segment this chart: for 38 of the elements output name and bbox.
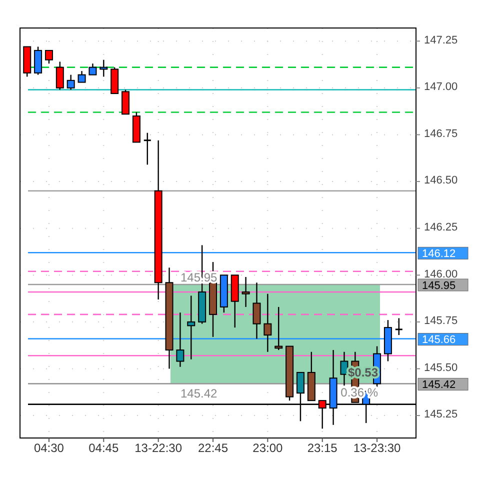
candlestick [78,70,86,83]
ref-line-label: 145.66 [422,334,456,346]
candlestick [44,50,53,64]
y-tick-label: 146.75 [424,128,458,140]
candlestick [264,293,272,352]
y-tick-label: 146.25 [424,222,458,234]
y-tick-label: 147.25 [424,34,458,46]
x-tick-label: 22:45 [198,441,228,455]
y-tick-label: 145.25 [424,408,458,421]
y-tick-label: 147.00 [424,81,458,94]
candlestick [242,276,250,308]
candlestick [176,312,184,368]
candlestick [252,282,261,340]
x-tick-label: 04:30 [34,441,64,455]
candlestick [100,59,108,78]
ref-line-label: 146.12 [422,248,456,260]
candlestick [34,46,42,76]
ref-line-label: 145.42 [422,379,456,392]
y-tick-label: 145.50 [424,362,458,374]
y-tick-label: 145.75 [424,315,458,328]
candlestick [56,61,64,90]
x-tick-label: 23:15 [307,441,338,455]
candlestick [187,295,196,360]
annotation: 145.42 [180,386,218,401]
candlestick [122,89,130,115]
candlestick [88,62,97,76]
y-tick-label: 146.50 [424,174,458,187]
x-tick-label: 13-23:30 [353,441,402,455]
ref-line-label: 145.95 [422,280,456,292]
x-tick-label: 23:00 [252,441,284,455]
candlestick [394,318,404,336]
y-tick-label: 146.00 [424,268,458,280]
candlestick [143,132,152,166]
candlestick [274,306,283,351]
candlestick [66,74,75,90]
candlestick [340,351,348,386]
x-tick-label: 13-22:30 [134,441,182,455]
x-tick-label: 04:45 [88,441,119,455]
